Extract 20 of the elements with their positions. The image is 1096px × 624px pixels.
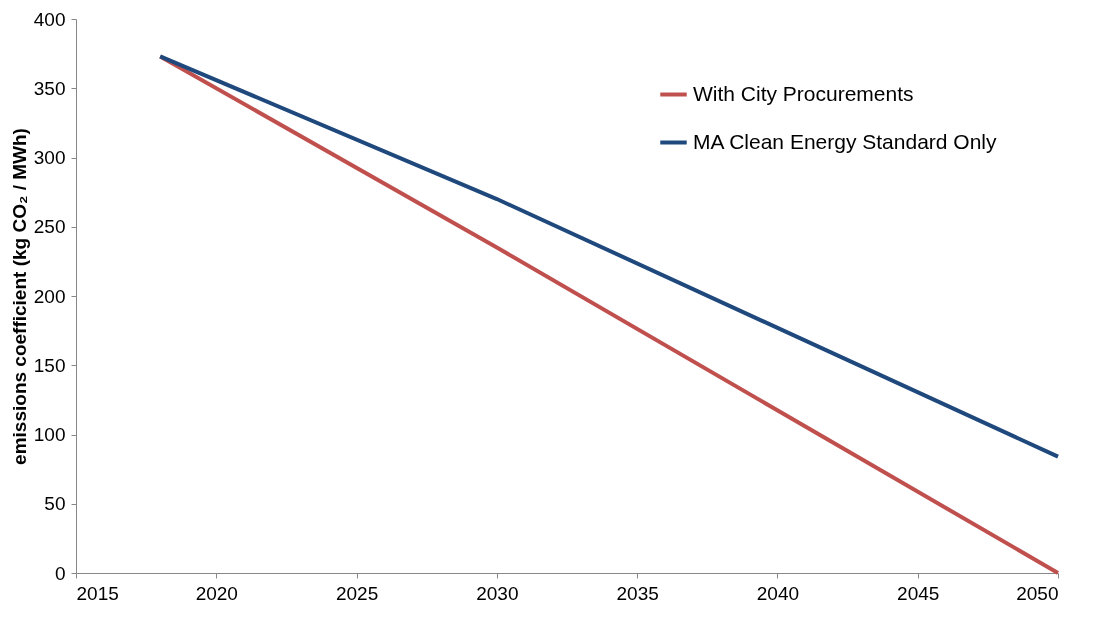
legend-label: With City Procurements xyxy=(693,81,914,105)
y-tick-label: 150 xyxy=(33,354,66,376)
legend-label: MA Clean Energy Standard Only xyxy=(693,129,997,153)
x-tick-label: 2050 xyxy=(1016,582,1059,604)
y-tick-label: 400 xyxy=(33,8,66,30)
y-axis-title: emissions coefficient (kg CO₂ / MWh) xyxy=(8,128,30,465)
x-tick-label: 2040 xyxy=(756,582,800,604)
y-tick-label: 250 xyxy=(33,216,66,238)
x-tick-label: 2045 xyxy=(897,582,940,604)
y-tick-label: 100 xyxy=(33,424,66,445)
x-tick-label: 2025 xyxy=(335,582,379,604)
y-tick-label: 200 xyxy=(33,285,66,307)
x-tick-label: 2015 xyxy=(76,582,119,604)
x-tick-label: 2035 xyxy=(616,582,659,604)
x-tick-label: 2020 xyxy=(195,582,238,604)
x-tick-label: 2030 xyxy=(476,582,519,604)
y-tick-label: 300 xyxy=(33,147,66,168)
y-tick-label: 350 xyxy=(33,77,66,99)
y-tick-label: 50 xyxy=(44,493,66,515)
y-tick-label: 0 xyxy=(54,562,66,584)
